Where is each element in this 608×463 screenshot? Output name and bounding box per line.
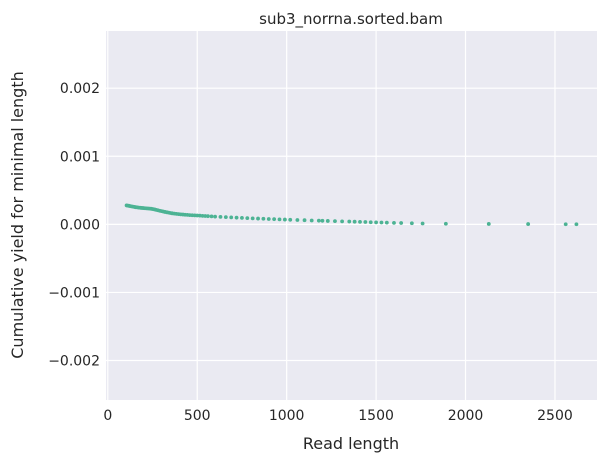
- data-point: [200, 213, 205, 218]
- y-tick-label: 0.000: [60, 217, 100, 233]
- data-point: [392, 220, 396, 225]
- points-layer: [124, 203, 579, 227]
- data-point: [277, 217, 282, 222]
- x-tick-label: 0: [103, 408, 112, 424]
- data-point: [245, 216, 250, 221]
- data-point: [302, 218, 307, 223]
- data-point: [352, 219, 357, 224]
- data-point: [384, 220, 389, 225]
- data-point: [379, 220, 384, 225]
- data-point: [563, 222, 568, 227]
- y-tick-label: 0.002: [60, 81, 100, 97]
- x-tick-label: 1500: [358, 408, 394, 424]
- x-axis-label: Read length: [303, 434, 399, 453]
- data-point: [320, 218, 325, 223]
- y-tick-label: −0.002: [48, 354, 100, 370]
- y-axis-label: Cumulative yield for minimal length: [8, 71, 27, 358]
- x-tick-label: 2000: [448, 408, 484, 424]
- x-tick-labels: 0 500 1000 1500 2000 2500: [103, 408, 572, 424]
- y-tick-labels: −0.002 −0.001 0.000 0.001 0.002: [48, 81, 100, 369]
- data-point: [443, 221, 448, 226]
- data-point: [223, 215, 228, 220]
- data-point: [420, 221, 425, 226]
- data-point: [266, 217, 271, 221]
- data-point: [288, 217, 293, 222]
- data-point: [340, 219, 345, 224]
- chart-title: sub3_norrna.sorted.bam: [259, 10, 443, 29]
- data-point: [261, 216, 266, 221]
- data-point: [399, 221, 404, 225]
- data-point: [574, 222, 579, 227]
- data-point: [526, 222, 531, 226]
- data-point: [358, 219, 362, 224]
- x-tick-label: 1000: [269, 408, 305, 424]
- data-point: [409, 221, 414, 226]
- data-point: [195, 213, 200, 218]
- data-point: [229, 215, 234, 220]
- data-point: [218, 214, 223, 219]
- data-point: [325, 219, 330, 223]
- y-tick-label: −0.001: [48, 285, 100, 301]
- data-point: [209, 214, 214, 219]
- data-point: [295, 218, 300, 222]
- data-point: [272, 217, 277, 222]
- data-point: [234, 215, 239, 220]
- data-point: [282, 217, 287, 222]
- data-point: [206, 214, 210, 219]
- data-point: [347, 219, 352, 224]
- x-tick-label: 500: [184, 408, 211, 424]
- x-tick-label: 2500: [537, 408, 573, 424]
- data-point: [256, 216, 260, 221]
- data-point: [250, 216, 255, 221]
- y-tick-label: 0.001: [60, 149, 100, 165]
- data-point: [316, 218, 321, 223]
- data-point: [368, 220, 373, 225]
- data-point: [213, 214, 218, 219]
- data-point: [333, 219, 337, 224]
- data-point: [374, 220, 378, 225]
- data-point: [240, 215, 244, 220]
- data-point: [486, 222, 491, 226]
- data-point: [363, 220, 368, 224]
- data-point: [309, 218, 314, 223]
